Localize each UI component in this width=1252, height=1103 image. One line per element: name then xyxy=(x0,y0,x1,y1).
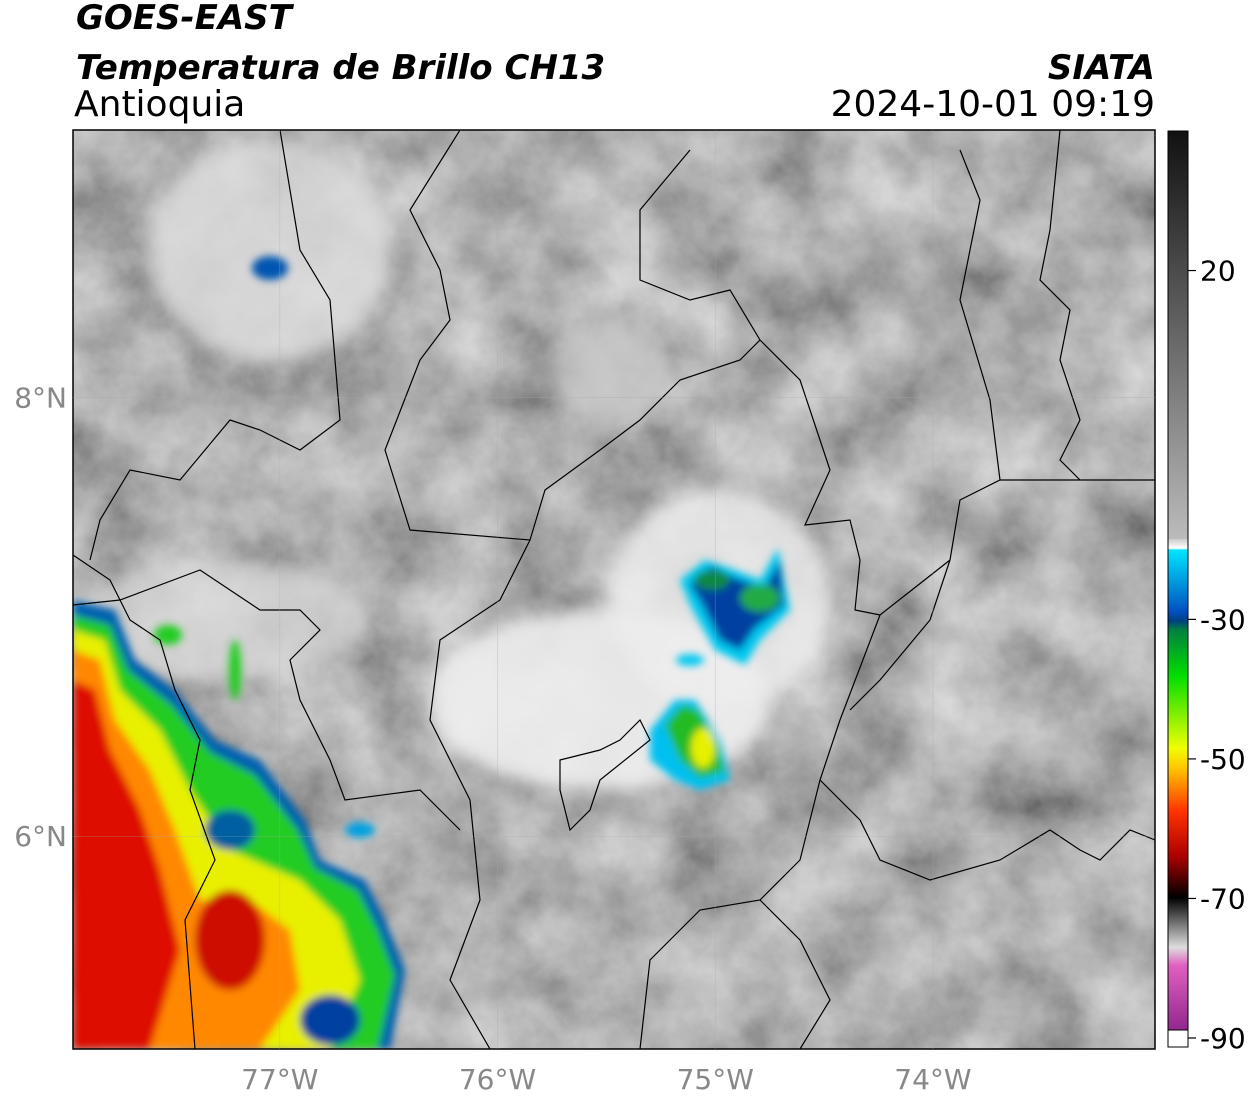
colorbar-tick-label: -70 xyxy=(1200,882,1246,915)
subtitle: Temperatura de Brillo CH13 xyxy=(76,48,605,88)
convective-cells xyxy=(73,256,790,1049)
y-tick-label: 8°N xyxy=(14,382,67,415)
colorbar-tick-label: 20 xyxy=(1200,255,1236,288)
colorbar-tick-label: -50 xyxy=(1200,743,1246,776)
colorbar-under xyxy=(1167,1029,1189,1048)
x-tick-label: 77°W xyxy=(241,1063,318,1096)
colorbar xyxy=(1167,130,1189,1039)
boundaries xyxy=(73,130,1155,1049)
x-tick-label: 74°W xyxy=(894,1063,971,1096)
source: SIATA xyxy=(1048,48,1155,88)
colorbar-tick-label: -30 xyxy=(1200,603,1246,636)
region: Antioquia xyxy=(74,84,245,125)
y-tick-label: 6°N xyxy=(14,820,67,853)
satellite-image xyxy=(73,130,1155,1049)
x-tick-label: 76°W xyxy=(459,1063,536,1096)
colorbar-tick-label: -90 xyxy=(1200,1022,1246,1055)
x-tick-label: 75°W xyxy=(677,1063,754,1096)
title: GOES-EAST xyxy=(76,0,295,38)
timestamp: 2024-10-01 09:19 xyxy=(831,84,1155,125)
plot-frame xyxy=(72,129,1156,1050)
